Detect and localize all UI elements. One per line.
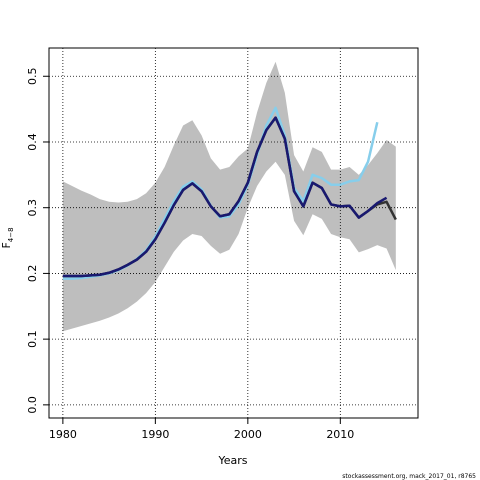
x-tick-label: 2010 xyxy=(326,428,354,441)
y-label-sub: 4−8 xyxy=(7,227,15,242)
x-axis-label: Years xyxy=(217,454,247,467)
footnote: stockassessment.org, mack_2017_01, r8765 xyxy=(342,473,476,480)
confidence-band xyxy=(62,61,396,332)
y-axis-label: F4−8 xyxy=(0,227,15,248)
y-label-main: F xyxy=(0,242,13,248)
x-tick-label: 1990 xyxy=(141,428,169,441)
y-tick-label: 0.4 xyxy=(26,133,39,151)
y-tick-label: 0.0 xyxy=(26,396,39,414)
x-tick-label: 1980 xyxy=(49,428,77,441)
y-tick-label: 0.2 xyxy=(26,265,39,283)
x-tick-label: 2000 xyxy=(234,428,262,441)
y-tick-label: 0.5 xyxy=(26,68,39,86)
plot-frame xyxy=(48,47,419,419)
y-tick-label: 0.1 xyxy=(26,330,39,348)
series-line xyxy=(62,116,388,278)
y-tick-label: 0.3 xyxy=(26,199,39,217)
